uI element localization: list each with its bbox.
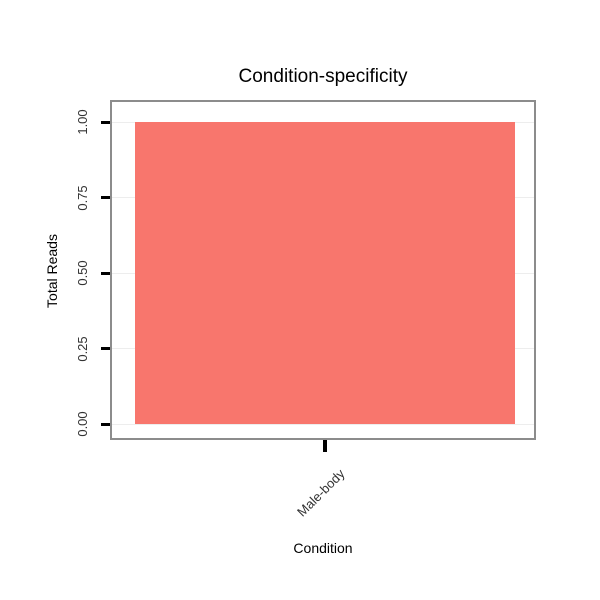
plot-panel [110,100,536,440]
x-tick-label-male-body: Male-body [294,466,348,520]
y-tick-mark-0.00 [101,422,110,426]
plot-area [112,102,534,438]
y-tick-mark-0.25 [101,347,110,350]
y-tick-label-1.00: 1.00 [74,109,90,135]
chart-title: Condition-specificity [238,66,408,87]
y-tick-mark-1.00 [101,120,110,124]
y-tick-label-0.50: 0.50 [74,260,90,286]
y-tick-label-0.25: 0.25 [74,335,90,362]
y-tick-mark-0.75 [101,196,110,199]
bar-male-body [135,122,515,424]
y-tick-mark-0.50 [101,271,110,275]
x-tick-mark-male-body [323,440,327,452]
y-axis-title: Total Reads [44,234,60,308]
y-tick-label-0.75: 0.75 [74,184,90,211]
gridline-y-0.00 [112,423,534,425]
x-axis-title: Condition [293,540,353,556]
y-tick-label-0.00: 0.00 [74,411,90,437]
